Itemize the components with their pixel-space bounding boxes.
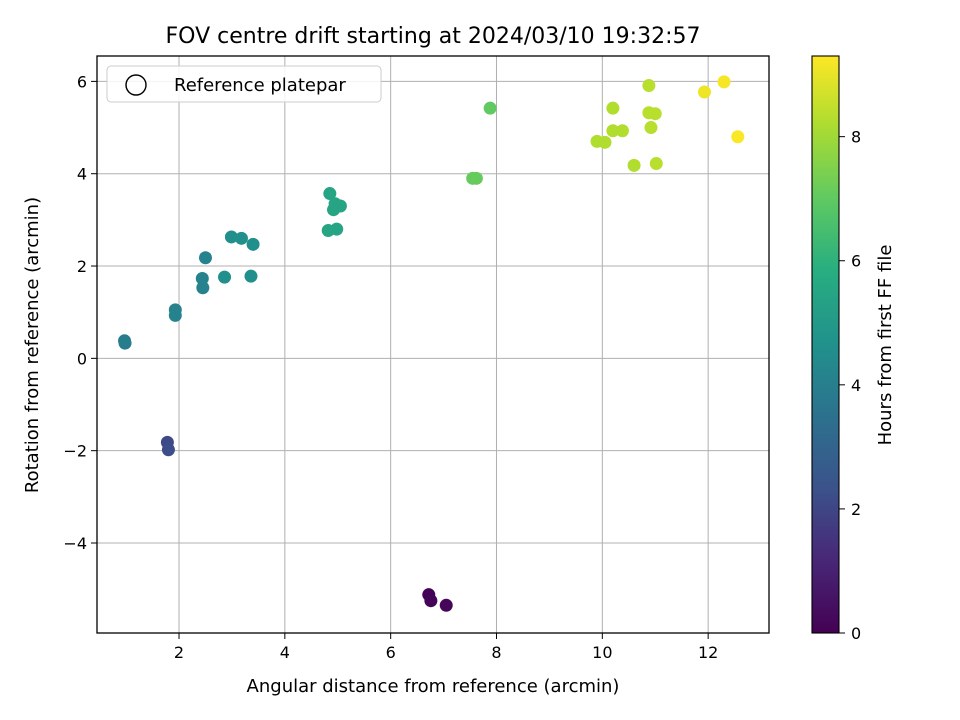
chart-title: FOV centre drift starting at 2024/03/10 … [166,24,701,49]
plot-frame [96,55,770,634]
data-point [196,281,210,295]
y-tick-label: −4 [63,534,87,553]
data-point [424,594,438,608]
data-point [323,187,337,201]
data-point [168,308,182,322]
y-tick-label: −2 [63,442,87,461]
colorbar: 0 2 4 6 8 Hours from first FF file [811,55,896,643]
colorbar-tick-label: 6 [851,252,861,271]
y-tick-label: 2 [77,257,87,276]
legend-marker-icon [125,74,147,96]
data-point [648,107,662,121]
y-axis-label: Rotation from reference (arcmin) [22,197,43,493]
x-tick-label: 8 [491,643,501,662]
colorbar-tick-label: 0 [851,624,861,643]
colorbar-ticks: 0 2 4 6 8 [839,128,861,643]
data-point [598,135,612,149]
y-tick-label: 0 [77,349,87,368]
data-point [198,251,212,265]
data-point [627,158,641,172]
x-tick-label: 10 [592,643,612,662]
scatter-points [118,75,745,612]
data-point [642,79,656,93]
x-tick-label: 6 [386,643,396,662]
data-point [697,85,711,99]
data-point [469,171,483,185]
data-point [234,231,248,245]
data-point [606,101,620,115]
data-point [224,230,238,244]
x-tick-label: 4 [280,643,290,662]
data-point [244,269,258,283]
data-point [606,124,620,138]
data-point [118,336,132,350]
y-axis-ticks: −4 −2 0 2 4 6 [63,72,97,553]
data-point [439,598,453,612]
x-axis-ticks: 2 4 6 8 10 12 [174,633,718,662]
data-point [161,443,175,457]
colorbar-tick-label: 8 [851,128,861,147]
y-tick-label: 6 [77,72,87,91]
legend: Reference platepar [106,65,382,103]
x-tick-label: 12 [698,643,718,662]
data-point [218,270,232,284]
data-point [731,130,745,144]
data-point [483,101,497,115]
colorbar-gradient [811,55,840,634]
data-point [644,121,658,135]
colorbar-tick-label: 2 [851,500,861,519]
grid-lines [97,56,769,633]
data-point [246,237,260,251]
data-point [717,75,731,89]
legend-entry: Reference platepar [174,75,346,96]
data-point [195,271,209,285]
y-tick-label: 4 [77,165,87,184]
legend-box [106,65,382,103]
colorbar-tick-label: 4 [851,376,861,395]
x-axis-label: Angular distance from reference (arcmin) [247,676,620,697]
data-point [330,222,344,236]
data-point [615,124,629,138]
colorbar-label: Hours from first FF file [875,245,896,446]
data-point [333,199,347,213]
x-tick-label: 2 [174,643,184,662]
data-point [649,157,663,171]
